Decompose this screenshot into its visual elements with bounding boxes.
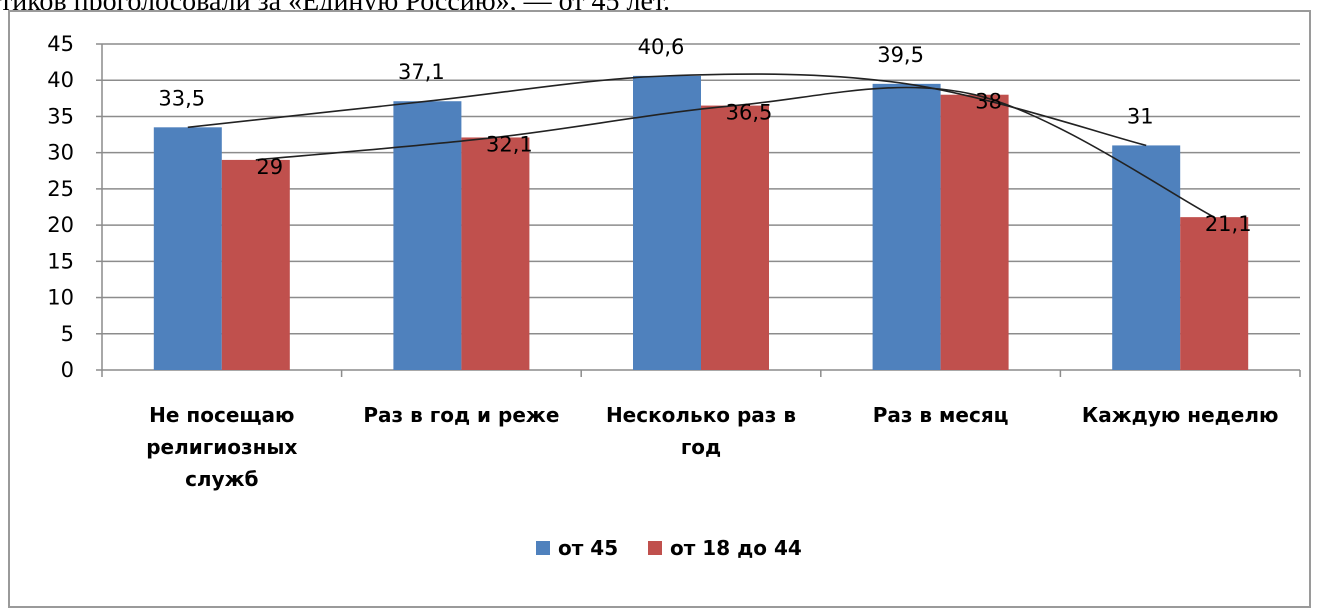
data-label: 32,1 xyxy=(486,132,533,156)
legend-label: от 45 xyxy=(558,536,618,560)
data-label: 40,6 xyxy=(638,35,685,59)
bar xyxy=(153,127,222,370)
category-label-line: Каждую неделю xyxy=(1082,403,1279,427)
y-tick-label: 25 xyxy=(47,177,74,201)
bar xyxy=(940,94,1009,370)
legend-label: от 18 до 44 xyxy=(670,536,802,560)
legend-swatch xyxy=(648,541,662,555)
data-label: 38 xyxy=(975,90,1002,114)
category-label: Не посещаю религиозных служб xyxy=(146,403,297,491)
y-tick-label: 5 xyxy=(61,322,74,346)
data-label: 21,1 xyxy=(1205,212,1252,236)
bar xyxy=(1112,145,1181,370)
y-tick-label: 40 xyxy=(47,68,74,92)
data-label: 33,5 xyxy=(158,86,205,110)
bar xyxy=(221,159,290,370)
y-tick-label: 0 xyxy=(61,358,74,382)
data-label: 36,5 xyxy=(726,101,773,125)
data-label: 39,5 xyxy=(877,43,924,67)
y-tick-label: 30 xyxy=(47,141,74,165)
y-tick-label: 20 xyxy=(47,213,74,237)
category-label-line: Раз в месяц xyxy=(873,403,1009,427)
category-label: Каждую неделю xyxy=(1082,403,1279,427)
bar xyxy=(633,75,701,371)
bar xyxy=(701,105,769,371)
category-label: Раз в месяц xyxy=(873,403,1009,427)
legend-swatch xyxy=(536,541,550,555)
category-label-line: служб xyxy=(185,467,258,491)
y-tick-label: 15 xyxy=(47,249,74,273)
category-label: Несколько раз в год xyxy=(606,403,796,459)
y-tick-label: 10 xyxy=(47,286,74,310)
category-label: Раз в год и реже xyxy=(363,403,559,427)
data-label: 31 xyxy=(1127,104,1154,128)
chart-trendlines xyxy=(187,73,1215,218)
data-label: 37,1 xyxy=(398,60,445,84)
data-label: 29 xyxy=(256,155,283,179)
bar xyxy=(1180,217,1249,370)
chart-bars xyxy=(153,75,1249,371)
bar xyxy=(872,83,941,370)
category-label-line: Несколько раз в xyxy=(606,403,796,427)
trendline xyxy=(255,86,1215,218)
category-label-line: религиозных xyxy=(146,435,297,459)
category-label-line: Раз в год и реже xyxy=(363,403,559,427)
category-label-line: Не посещаю xyxy=(149,403,294,427)
chart-legend: от 45 от 18 до 44 xyxy=(536,536,802,560)
chart-category-labels: Не посещаю религиозных служб Раз в год и ре… xyxy=(146,403,1278,491)
bar xyxy=(461,137,530,370)
category-label-line: год xyxy=(681,435,721,459)
y-tick-label: 45 xyxy=(47,32,74,56)
chart-tick-labels: 0 5 10 15 20 25 30 35 40 45 xyxy=(47,32,74,382)
trendline xyxy=(187,73,1147,147)
y-tick-label: 35 xyxy=(47,104,74,128)
chart-data-labels: 33,5 37,1 40,6 39,5 31 29 32,1 36,5 38 21,1 xyxy=(158,35,1251,236)
